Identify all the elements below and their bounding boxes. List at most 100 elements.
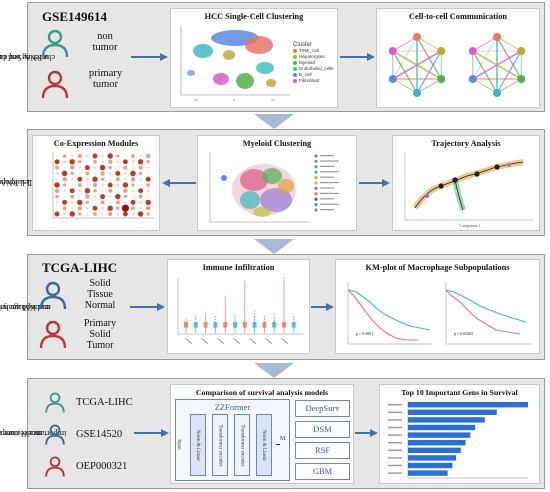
dot [138,165,143,170]
panel-title: Top 10 Important Gens in Survival [401,388,518,397]
box-outlier [224,296,226,298]
panel-top-genes: Top 10 Important Gens in Survival [379,384,540,484]
gene-label-bar [388,472,402,474]
cluster-legend: Cluster T/NK_cell Hepatocytes Myeloid Endot… [293,42,333,84]
group-tumor-label: primary tumor [88,68,123,90]
network-node [468,75,477,83]
dot [109,201,112,204]
person-tumor-icon [39,320,67,349]
dot [130,199,136,205]
dot [146,153,151,159]
dot [115,170,121,176]
dot [101,213,104,215]
legend-title: Cluster [293,42,313,48]
person-icon-3 [45,456,65,477]
dot [139,207,142,210]
legend-dot [314,181,318,185]
box [291,322,296,328]
dot [63,212,66,216]
dot [54,159,60,165]
input-label: Input [175,439,181,450]
box-outlier [254,315,256,317]
dot [54,211,60,217]
box-outlier [224,301,226,303]
dot [93,212,97,216]
box [213,322,218,328]
network-node [413,89,421,97]
dot [124,155,126,157]
dot [101,154,104,158]
dot [62,183,67,187]
dot [77,183,82,187]
dot [131,154,135,158]
dot [77,153,82,159]
dot [62,177,67,182]
legend-text-bar [320,160,339,162]
dot [70,165,75,170]
tick-label-bar [249,338,257,345]
dot [62,199,68,205]
box-outlier [273,316,275,319]
dot [84,165,90,171]
network-node [437,47,446,55]
network-node [517,75,526,83]
dot [146,189,150,193]
zzformer-block: Norm & Linear [190,414,206,476]
dot [85,200,90,205]
x-tick-3: 10 [271,98,275,102]
box [282,322,286,328]
legend-dot [314,154,318,158]
zzformer-arrow [276,444,280,445]
dataset-tcga: TCGA-LIHC [76,397,133,408]
gene-label-bar [388,442,402,444]
dot [101,183,104,187]
tick-label-bar [185,337,193,345]
network-node [468,47,477,55]
gene-bar [408,409,497,415]
legend-text-bar [320,203,339,205]
dot [86,154,89,158]
km-pvalue-1: p < 0.0001 [356,331,374,336]
gene-bar [408,417,485,423]
dot [54,182,60,188]
dot [54,188,60,193]
dot [93,195,97,198]
dot [55,165,59,170]
dataset-label-tcga: TCGA-LIHC [42,260,118,275]
arrow-down-3 [254,363,294,378]
dot [145,176,151,182]
legend-item: B_cell [293,72,333,78]
dot [122,211,128,217]
km-curves [347,282,532,345]
network-edge [392,50,418,94]
dot [94,172,96,175]
dot [108,159,113,164]
network-edge [472,50,498,94]
tick-label-bar [265,337,273,345]
dot [62,206,67,211]
dot [100,171,105,176]
dot [123,194,128,199]
zzformer-label: ZZFormer [214,402,251,412]
box-outlier [244,280,246,282]
gene-bar [408,470,448,476]
network-node [493,33,501,41]
dot [139,201,142,204]
box-outlier [273,319,275,321]
dot [115,200,121,205]
dot [140,184,142,186]
panel-immune-infiltration: Immune Infiltration [167,259,310,354]
dot [107,153,113,159]
arrow-right-1a [131,53,168,61]
gene-bar [408,432,471,438]
zzformer-block-label: Transformer encoder [239,424,245,466]
panel-model-comparison: Comparison of survival analysis models Z… [170,384,354,484]
dot [71,207,74,210]
legend-text: Hepatocytes [299,54,325,59]
gene-label-bar [388,464,402,467]
panel-km-plot: KM-plot of Macrophage Subpopulations p <… [335,259,540,354]
dot [124,178,127,181]
dot [63,166,66,169]
dot [84,188,91,194]
network-edge [392,36,418,52]
